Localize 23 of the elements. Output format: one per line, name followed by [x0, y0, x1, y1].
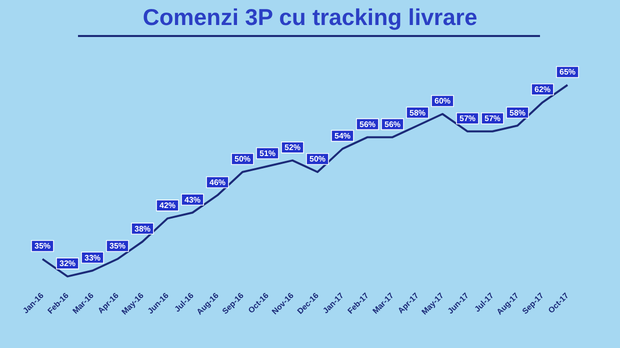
data-label: 46%	[209, 178, 226, 187]
chart-title: Comenzi 3P cu tracking livrare	[142, 4, 478, 31]
data-label: 54%	[334, 132, 351, 141]
data-label: 52%	[284, 143, 301, 152]
data-label: 58%	[409, 108, 426, 118]
data-label: 33%	[84, 253, 101, 262]
data-label: 58%	[509, 108, 526, 118]
data-label: 56%	[359, 120, 376, 129]
data-label: 60%	[434, 96, 451, 106]
data-label: 35%	[34, 242, 51, 251]
data-label: 65%	[559, 68, 576, 77]
data-label: 50%	[234, 154, 251, 164]
data-label: 38%	[134, 224, 151, 234]
data-label: 57%	[459, 114, 476, 124]
data-label: 57%	[484, 114, 501, 124]
data-label: 50%	[309, 154, 326, 164]
data-label: 43%	[184, 195, 201, 204]
data-label: 32%	[59, 259, 76, 268]
data-label: 56%	[384, 120, 401, 129]
data-label: 35%	[109, 242, 126, 251]
data-label: 51%	[259, 148, 276, 158]
data-label: 42%	[159, 201, 176, 210]
data-label: 62%	[534, 85, 551, 94]
